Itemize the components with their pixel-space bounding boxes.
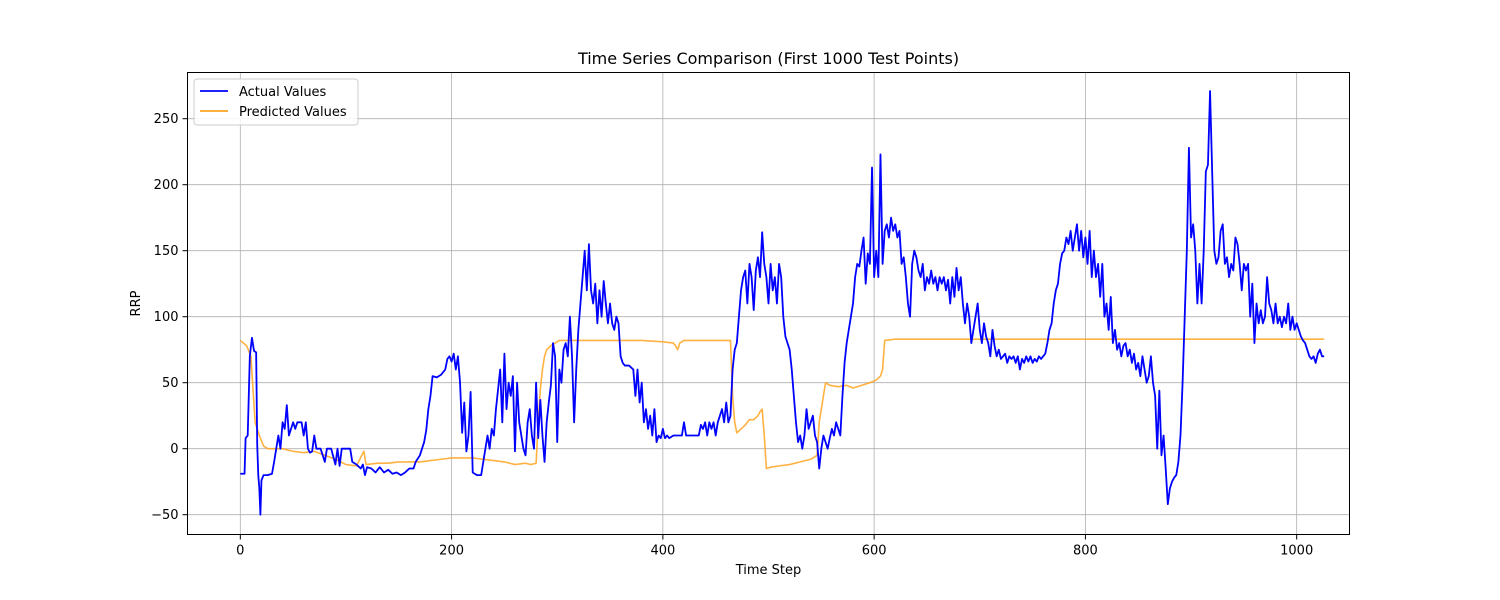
- axis-ticks: 0 200 400 600 800 1000 −50 0 50 100 150 200 250: [151, 112, 1313, 558]
- x-tick-label: 0: [236, 544, 244, 559]
- legend: Actual Values Predicted Values: [193, 78, 359, 126]
- y-tick-label: −50: [151, 508, 178, 523]
- y-tick-label: 250: [154, 112, 179, 127]
- series-line-predicted: [239, 338, 1325, 470]
- x-tick-label: 800: [1073, 544, 1098, 559]
- y-tick-label: 0: [170, 442, 178, 457]
- x-axis-label: Time Step: [735, 563, 802, 578]
- y-tick-label: 100: [154, 310, 179, 325]
- plot-frame: [187, 72, 1350, 535]
- y-tick-label: 50: [162, 376, 179, 391]
- x-tick-label: 400: [650, 544, 675, 559]
- x-tick-label: 600: [862, 544, 887, 559]
- series-line-actual: [240, 90, 1325, 516]
- legend-label-actual: Actual Values: [239, 85, 327, 100]
- y-axis-label: RRP: [129, 290, 144, 316]
- chart-title: Time Series Comparison (First 1000 Test …: [577, 49, 959, 68]
- y-tick-label: 200: [154, 178, 179, 193]
- grid: [187, 72, 1350, 535]
- legend-box: [193, 78, 359, 126]
- legend-label-predicted: Predicted Values: [239, 105, 347, 120]
- x-tick-label: 200: [439, 544, 464, 559]
- y-tick-label: 150: [154, 244, 179, 259]
- plot-area: [239, 90, 1325, 516]
- x-tick-label: 1000: [1280, 544, 1313, 559]
